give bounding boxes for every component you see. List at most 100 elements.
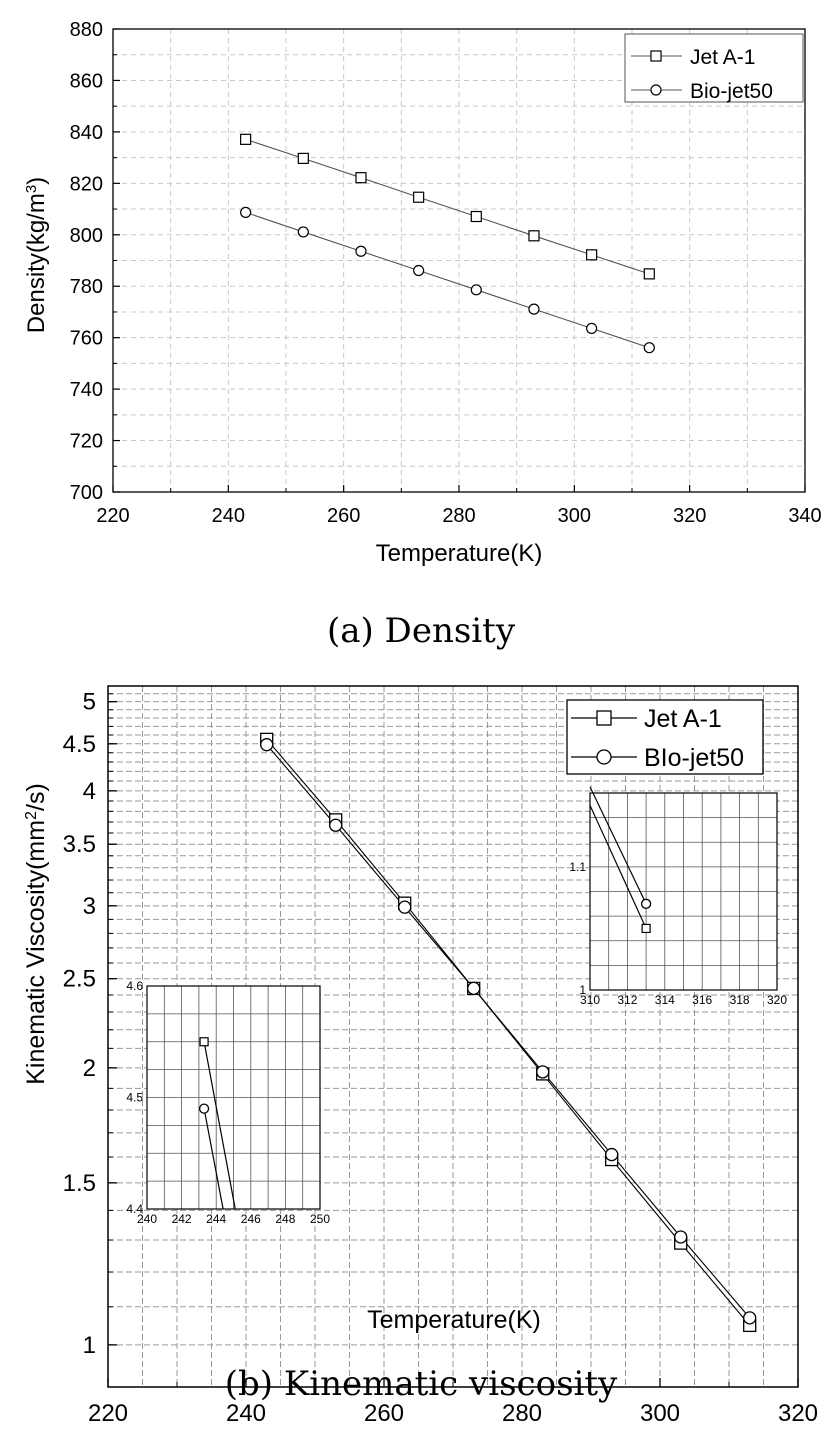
viscosity-inset-top-right: 310 312 314 316 318 320 1 1.1	[569, 786, 787, 1007]
y-tick-label: 740	[70, 379, 103, 401]
inset-y-tick-label: 4.5	[126, 1091, 143, 1105]
y-tick-label: 720	[70, 431, 103, 453]
inset-frame	[589, 792, 778, 991]
inset-data-point-jet-a1	[641, 923, 651, 934]
x-tick-label: 300	[640, 1400, 680, 1427]
legend-label: BIo-jet50	[644, 744, 744, 772]
y-tick-label: 3.5	[63, 831, 96, 858]
inset-x-tick-label: 250	[310, 1212, 330, 1226]
x-tick-label: 280	[442, 505, 475, 527]
data-point-bio-jet50	[260, 738, 274, 752]
viscosity-series	[260, 732, 757, 1333]
inset-line-jet-a1	[589, 805, 647, 929]
inset-line-bio-jet50	[589, 786, 647, 905]
data-point-jet-a1	[355, 172, 367, 184]
x-tick-label: 220	[88, 1400, 128, 1427]
y-tick-label: 4	[83, 778, 96, 805]
x-tick-label: 260	[327, 505, 360, 527]
y-tick-label: 820	[70, 173, 103, 195]
inset-y-tick-label: 4.6	[126, 979, 143, 993]
data-point-bio-jet50	[743, 1311, 757, 1325]
y-tick-label: 840	[70, 122, 103, 144]
inset-data-point-bio-jet50	[198, 1103, 210, 1114]
x-tick-label: 320	[778, 1400, 818, 1427]
data-point-jet-a1	[297, 152, 309, 164]
y-tick-label: 5	[83, 689, 96, 716]
inset-x-tick-label: 314	[655, 993, 675, 1007]
y-tick-label: 880	[70, 19, 103, 41]
legend-label: Jet A-1	[690, 46, 755, 69]
viscosity-ticks: 220 240 260 280 300 320 1 1.5 2 2.5 3 3.5 4 4.5 5	[63, 689, 818, 1427]
legend-marker	[650, 84, 662, 96]
x-tick-label: 300	[558, 505, 591, 527]
inset-line-bio-jet50	[203, 1108, 224, 1210]
legend-label: Bio-jet50	[690, 80, 773, 103]
legend-marker	[596, 749, 612, 765]
inset-x-tick-label: 242	[172, 1212, 192, 1226]
density-caption: (a) Density	[327, 611, 516, 651]
y-tick-label: 1	[83, 1332, 96, 1359]
inset-x-tick-label: 310	[580, 993, 600, 1007]
series-line-bio-jet50	[245, 211, 650, 349]
y-tick-label: 780	[70, 276, 103, 298]
series-line-jet-a1	[245, 138, 650, 275]
data-point-bio-jet50	[413, 264, 425, 277]
viscosity-inset-bottom-left: 240 242 244 246 248 250 4.4 4.5 4.6	[126, 979, 330, 1226]
x-tick-label: 260	[364, 1400, 404, 1427]
data-point-bio-jet50	[586, 322, 598, 335]
legend-label: Jet A-1	[644, 705, 722, 733]
inset-x-tick-label: 244	[206, 1212, 226, 1226]
y-tick-label: 3	[83, 893, 96, 920]
series-line-jet-a1	[266, 739, 751, 1326]
inset-frame	[146, 985, 321, 1210]
inset-y-tick-label: 4.4	[126, 1202, 143, 1216]
data-point-bio-jet50	[355, 245, 367, 257]
viscosity-caption: (b) Kinematic viscosity	[225, 1364, 618, 1404]
data-point-bio-jet50	[240, 206, 252, 218]
data-point-bio-jet50	[528, 303, 540, 315]
legend-marker	[650, 50, 662, 62]
inset-y-tick-label: 1.1	[569, 860, 586, 874]
viscosity-x-axis-label: Temperature(K)	[367, 1306, 541, 1334]
viscosity-grid	[108, 686, 798, 1387]
density-ticks: 220 240 260 280 300 320 340 700 720 740 760 780 800 8…	[70, 19, 822, 527]
x-tick-label: 220	[96, 505, 129, 527]
y-tick-label: 4.5	[63, 731, 96, 758]
data-point-bio-jet50	[643, 342, 655, 354]
y-tick-label: 2.5	[63, 966, 96, 993]
data-point-bio-jet50	[329, 818, 343, 832]
x-tick-label: 280	[502, 1400, 542, 1427]
inset-x-tick-label: 316	[692, 993, 712, 1007]
data-point-bio-jet50	[297, 226, 309, 238]
data-point-bio-jet50	[470, 284, 482, 296]
inset-x-tick-label: 240	[137, 1212, 157, 1226]
data-point-jet-a1	[586, 249, 598, 261]
data-point-jet-a1	[470, 210, 482, 223]
y-tick-label: 1.5	[63, 1170, 96, 1197]
x-tick-label: 240	[212, 505, 245, 527]
inset-y-tick-label: 1	[579, 983, 586, 997]
data-point-bio-jet50	[536, 1065, 550, 1079]
inset-line-jet-a1	[203, 1041, 236, 1210]
data-point-bio-jet50	[467, 981, 481, 996]
series-line-bio-jet50	[266, 744, 751, 1319]
viscosity-chart: 220 240 260 280 300 320 1 1.5 2 2.5 3 3.5 4 4.5 5 Jet …	[22, 685, 818, 1427]
inset-data-point-bio-jet50	[640, 898, 652, 909]
inset-x-tick-label: 246	[241, 1212, 261, 1226]
density-chart: 220 240 260 280 300 320 340 700 720 740 760 780 800 8…	[23, 19, 822, 651]
inset-x-tick-label: 320	[767, 993, 787, 1007]
x-tick-label: 320	[673, 505, 706, 527]
data-point-jet-a1	[240, 133, 252, 145]
viscosity-y-axis-label: Kinematic Viscosity(mm2/s)	[22, 783, 50, 1085]
x-tick-label: 340	[788, 505, 821, 527]
data-point-bio-jet50	[398, 900, 412, 914]
y-tick-label: 700	[70, 482, 103, 504]
density-y-axis-label: Density(kg/m3)	[23, 177, 51, 333]
density-legend: Jet A-1 Bio-jet50	[624, 33, 804, 103]
density-x-axis-label: Temperature(K)	[376, 540, 543, 567]
data-point-jet-a1	[528, 230, 540, 242]
inset-x-tick-label: 318	[730, 993, 750, 1007]
y-tick-label: 2	[83, 1055, 96, 1082]
y-tick-label: 860	[70, 70, 103, 92]
